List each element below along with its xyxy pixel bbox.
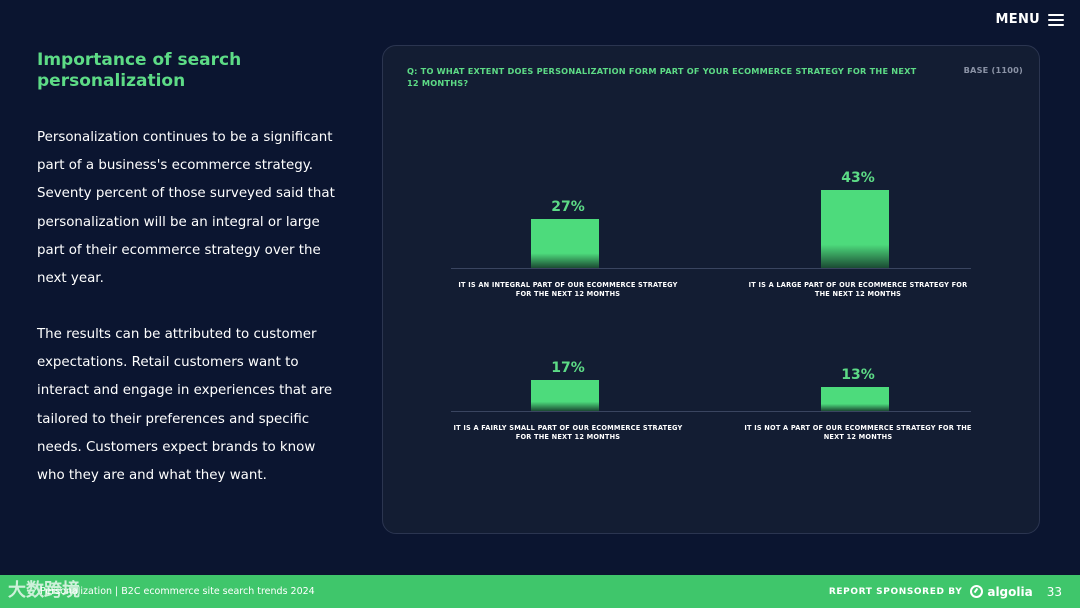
detail-paragraph: The results can be attributed to custome…: [37, 327, 333, 484]
footer-bar: Personalization | B2C ecommerce site sea…: [0, 575, 1080, 608]
watermark-logo: 大数跨境: [8, 576, 80, 602]
intro-paragraph: Personalization continues to be a signif…: [37, 130, 335, 287]
base-count: BASE (1100): [963, 65, 1023, 75]
algolia-logo[interactable]: algolia: [970, 584, 1033, 599]
bar-value-label-4: 13%: [841, 367, 875, 383]
menu-button[interactable]: MENU: [996, 12, 1064, 27]
chart-question: Q: TO WHAT EXTENT DOES PERSONALIZATION F…: [407, 66, 917, 88]
bar-2: [821, 190, 889, 268]
category-label-2: IT IS A LARGE PART OF OUR ECOMMERCE STRA…: [748, 281, 968, 298]
sponsor-label: REPORT SPONSORED BY: [828, 586, 963, 597]
bar-value-label-1: 27%: [551, 199, 585, 215]
bar-value-label-2: 43%: [841, 170, 875, 186]
bar-3: [531, 380, 599, 411]
category-label-4: IT IS NOT A PART OF OUR ECOMMERCE STRATE…: [744, 424, 972, 441]
page-title: Importance of search personalization: [37, 50, 242, 91]
category-label-1: IT IS AN INTEGRAL PART OF OUR ECOMMERCE …: [458, 281, 678, 298]
bar-value-label-3: 17%: [551, 360, 585, 376]
page-number: 33: [1046, 584, 1062, 599]
watermark-text: 大数跨境: [8, 580, 80, 601]
algolia-brand: algolia: [987, 584, 1033, 599]
bar-baseline-1: [451, 268, 751, 269]
category-label-3: IT IS A FAIRLY SMALL PART OF OUR ECOMMER…: [453, 424, 683, 441]
footer-report-title: Personalization | B2C ecommerce site sea…: [40, 586, 315, 597]
bar-baseline-2: [711, 268, 971, 269]
bar-1: [531, 219, 599, 268]
chart-card: Q: TO WHAT EXTENT DOES PERSONALIZATION F…: [382, 45, 1040, 534]
bar-baseline-4: [711, 411, 971, 412]
hamburger-icon: [1048, 13, 1064, 26]
bar-4: [821, 387, 889, 411]
bar-baseline-3: [451, 411, 751, 412]
menu-label: MENU: [995, 12, 1040, 27]
algolia-icon: [970, 585, 984, 598]
